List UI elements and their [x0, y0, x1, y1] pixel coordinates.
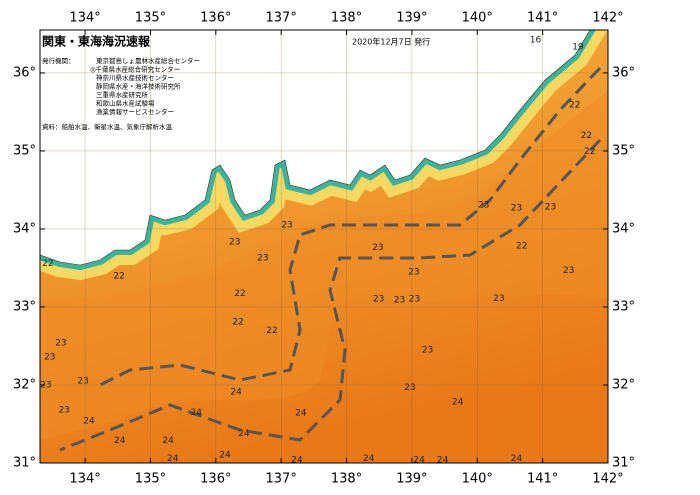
- y-tick-label: 31°: [612, 456, 635, 471]
- isotherm-label: 23: [563, 266, 574, 276]
- isotherm-label: 23: [511, 203, 522, 213]
- isotherm-label: 23: [55, 338, 66, 348]
- y-tick-label: 32°: [612, 377, 635, 392]
- isotherm-label: 24: [167, 454, 179, 464]
- organizations: 東京都島しょ農林水産総合センター◎千葉県水産総合研究センター神奈川県水産技術セン…: [90, 56, 200, 116]
- organization: 神奈川県水産技術センター: [96, 73, 174, 82]
- y-tick-label: 33°: [612, 299, 635, 314]
- y-tick-label: 34°: [612, 221, 635, 236]
- isotherm-label: 22: [581, 131, 592, 141]
- isotherm-label: 24: [162, 436, 174, 446]
- isotherm-label: 23: [478, 200, 489, 210]
- isotherm-label: 22: [42, 259, 53, 269]
- y-tick-label: 33°: [13, 299, 36, 314]
- x-tick-label: 142°: [592, 472, 623, 487]
- isotherm-label: 23: [545, 203, 556, 213]
- isotherm-label: 23: [422, 345, 433, 355]
- issue-date: 2020年12月7日 発行: [352, 37, 430, 47]
- isotherm-label: 22: [569, 100, 580, 110]
- isotherm-label: 24: [511, 454, 523, 464]
- isotherm-label: 22: [234, 289, 245, 299]
- isotherm-label: 23: [229, 238, 240, 248]
- isotherm-label: 24: [230, 388, 242, 398]
- isotherm-label: 24: [437, 455, 449, 465]
- source: 資料：船舶水温、衛星水温、気象庁解析水温: [42, 122, 173, 131]
- isotherm-label: 23: [372, 243, 383, 253]
- x-tick-label: 136°: [200, 11, 231, 26]
- isotherm-label: 22: [584, 147, 595, 157]
- organization: 漁業情報サービスセンター: [96, 107, 174, 116]
- isotherm-label: 23: [281, 221, 292, 231]
- isotherm-label: 19: [572, 43, 584, 53]
- isotherm-label: 24: [452, 398, 464, 408]
- isotherm-label: 22: [266, 326, 277, 336]
- x-tick-label: 140°: [462, 11, 493, 26]
- y-tick-label: 32°: [13, 377, 36, 392]
- y-tick-label: 31°: [13, 456, 36, 471]
- isotherm-label: 24: [238, 429, 250, 439]
- land: [40, 30, 591, 266]
- organization: 静岡県水産・海洋技術研究所: [96, 82, 181, 91]
- kuroshio-axis: [99, 66, 602, 387]
- x-tick-label: 137°: [266, 11, 297, 26]
- x-tick-label: 138°: [331, 472, 362, 487]
- x-tick-label: 140°: [462, 472, 493, 487]
- x-tick-label: 139°: [396, 472, 427, 487]
- isotherm-label: 23: [493, 294, 504, 304]
- isotherm-label: 23: [404, 383, 415, 393]
- x-tick-label: 135°: [135, 472, 166, 487]
- isotherm-label: 24: [291, 455, 303, 465]
- y-tick-label: 36°: [13, 65, 36, 80]
- x-tick-label: 141°: [527, 11, 558, 26]
- isotherm-label: 23: [58, 405, 69, 415]
- isotherm-label: 16: [530, 36, 542, 46]
- organization: 東京都島しょ農林水産総合センター: [96, 56, 200, 65]
- x-tick-label: 138°: [331, 11, 362, 26]
- x-tick-label: 134°: [69, 472, 100, 487]
- isotherm-label: 24: [190, 408, 202, 418]
- isotherm-label: 24: [83, 416, 95, 426]
- grid: [40, 30, 608, 463]
- x-tick-label: 142°: [592, 11, 623, 26]
- isotherm-label: 23: [409, 295, 420, 305]
- isotherm-label: 23: [373, 295, 384, 305]
- credits-heading: 発行機関：: [42, 56, 75, 65]
- y-tick-label: 34°: [13, 221, 36, 236]
- isotherm-label: 24: [219, 451, 231, 461]
- organization: 和歌山県水産試験場: [96, 99, 155, 108]
- y-tick-label: 35°: [13, 143, 36, 158]
- isotherm-label: 23: [394, 295, 405, 305]
- x-tick-label: 137°: [266, 472, 297, 487]
- isotherm-label: 22: [113, 271, 124, 281]
- frame: [39, 29, 609, 464]
- x-tick-label: 141°: [527, 472, 558, 487]
- organization: 三重県水産研究所: [96, 90, 149, 99]
- y-tick-label: 36°: [612, 65, 635, 80]
- x-tick-label: 139°: [396, 11, 427, 26]
- isotherm-label: 24: [363, 454, 375, 464]
- kuroshio-edge: [59, 138, 602, 452]
- isotherm-label: 23: [408, 267, 419, 277]
- isotherm-label: 24: [114, 436, 126, 446]
- x-tick-label: 136°: [200, 472, 231, 487]
- isotherm-label: 23: [77, 377, 88, 387]
- axes: 134° 134° 135° 135° 136° 136° 137° 137° 138° 138°…: [13, 11, 635, 487]
- organization: ◎千葉県水産総合研究センター: [90, 65, 180, 74]
- isotherm-label: 24: [295, 409, 307, 419]
- x-tick-label: 135°: [135, 11, 166, 26]
- warm-region: [40, 90, 608, 440]
- x-tick-label: 134°: [69, 11, 100, 26]
- isotherm-label: 23: [40, 380, 51, 390]
- isotherm-label: 22: [516, 242, 527, 252]
- y-tick-label: 35°: [612, 143, 635, 158]
- isotherm-label: 22: [232, 317, 243, 327]
- isotherm-label: 23: [257, 253, 268, 263]
- title: 関東・東海海況速報: [42, 34, 151, 49]
- isotherm-label: 23: [44, 352, 55, 362]
- isotherm-label: 24: [413, 455, 425, 465]
